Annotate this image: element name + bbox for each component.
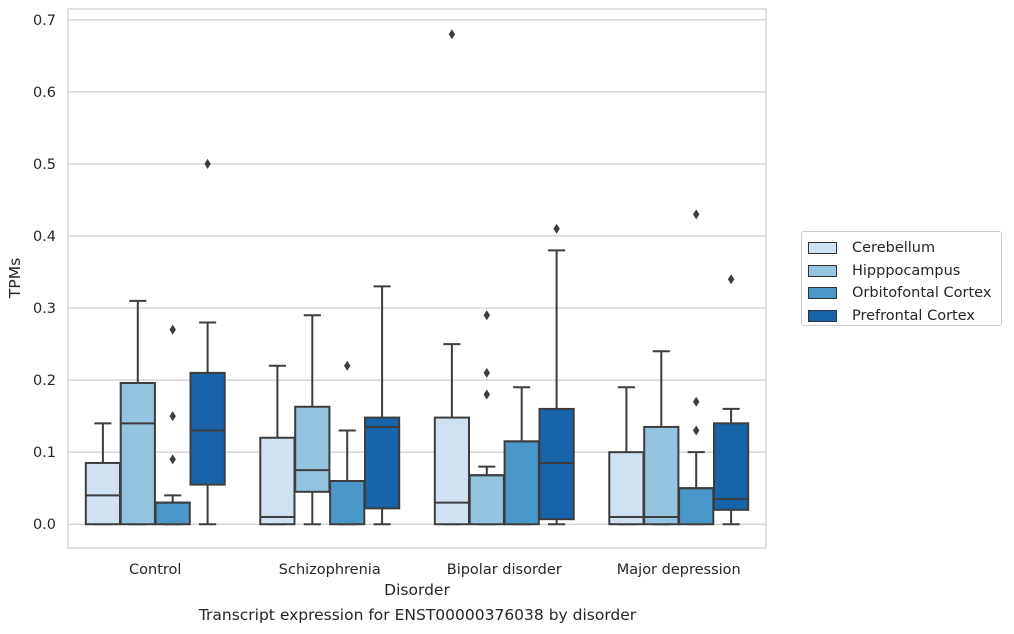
y-tick-labels: 0.0 0.1 0.2 0.3 0.4 0.5 0.6 0.7 [33, 13, 56, 533]
figure-caption: Transcript expression for ENST0000037603… [198, 606, 637, 624]
box [712, 274, 750, 526]
box-body [608, 451, 645, 526]
boxes [84, 29, 750, 526]
box-body [678, 487, 715, 526]
box-body [119, 381, 156, 526]
legend-item: Orbitofontal Cortex [808, 282, 1001, 305]
y-axis-label: TPMs [6, 258, 24, 299]
legend-label: Prefrontal Cortex [852, 307, 975, 324]
outlier-point [727, 274, 735, 285]
box-body [468, 474, 505, 526]
legend-label: Orbitofontal Cortex [852, 285, 992, 302]
x-axis-label: Disorder [384, 581, 450, 599]
legend-swatch [808, 309, 837, 322]
outlier-point [204, 158, 211, 169]
box [363, 285, 401, 526]
box [294, 314, 331, 526]
box [259, 364, 296, 526]
box-body [433, 416, 471, 526]
box [84, 422, 122, 526]
box-body [329, 479, 366, 526]
outlier-point [169, 454, 176, 465]
legend-label: Hipppocampus [852, 262, 961, 279]
legend: Cerebellum Hipppocampus Orbitofontal Cor… [801, 231, 1002, 326]
legend-swatch [808, 287, 837, 300]
x-tick-label: Major depression [617, 562, 741, 578]
outlier-point [448, 29, 456, 40]
y-tick-label: 0.2 [33, 373, 56, 389]
outlier-point [169, 411, 176, 422]
outlier-point [483, 310, 490, 321]
box [154, 324, 191, 526]
y-tick-label: 0.5 [33, 157, 56, 173]
box [643, 350, 680, 526]
y-tick-label: 0.3 [33, 301, 56, 317]
box [538, 223, 575, 526]
y-tick-label: 0.1 [33, 445, 56, 461]
box [678, 209, 715, 526]
box [119, 299, 156, 526]
box [608, 386, 645, 526]
outlier-point [169, 324, 176, 335]
box-body [189, 371, 226, 486]
outlier-point [344, 360, 351, 371]
outlier-point [693, 209, 700, 220]
legend-item: Hipppocampus [808, 260, 1001, 283]
x-tick-labels: Control Schizophrenia Bipolar disorder Majo… [129, 562, 741, 578]
box [433, 29, 471, 526]
outlier-point [553, 223, 560, 234]
legend-label: Cerebellum [852, 240, 936, 257]
y-tick-label: 0.7 [33, 13, 56, 29]
box [468, 310, 505, 526]
outlier-point [693, 425, 700, 436]
box-body [259, 436, 296, 526]
outlier-point [483, 389, 490, 400]
outlier-point [483, 367, 490, 378]
x-tick-label: Schizophrenia [279, 562, 381, 578]
legend-item: Cerebellum [808, 237, 1001, 260]
x-tick-label: Control [129, 562, 181, 578]
y-tick-label: 0.0 [33, 517, 56, 533]
outlier-point [693, 396, 700, 407]
box-body [643, 425, 680, 526]
y-tick-label: 0.6 [33, 85, 56, 101]
box-body [154, 501, 191, 526]
box-body [84, 461, 122, 526]
box-body [503, 440, 540, 526]
legend-item: Prefrontal Cortex [808, 305, 1001, 328]
legend-swatch [808, 242, 837, 255]
box-body [712, 422, 750, 511]
box-body [294, 405, 331, 493]
box-body [363, 416, 401, 510]
box [189, 158, 226, 526]
y-tick-label: 0.4 [33, 229, 56, 245]
box-body [538, 407, 575, 521]
box [503, 386, 540, 526]
x-tick-label: Bipolar disorder [447, 562, 562, 578]
box [329, 360, 366, 526]
legend-swatch [808, 264, 837, 277]
